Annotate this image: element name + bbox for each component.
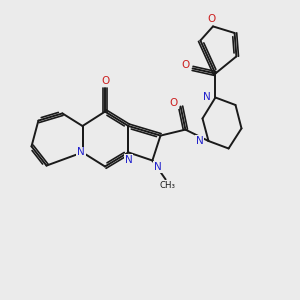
Text: N: N	[202, 92, 210, 103]
Text: N: N	[196, 136, 203, 146]
Text: CH₃: CH₃	[159, 181, 175, 190]
Text: N: N	[77, 147, 85, 158]
Text: O: O	[101, 76, 109, 86]
Text: O: O	[170, 98, 178, 108]
Text: N: N	[154, 162, 162, 172]
Text: O: O	[181, 60, 189, 70]
Text: N: N	[124, 155, 132, 165]
Text: O: O	[207, 14, 216, 24]
